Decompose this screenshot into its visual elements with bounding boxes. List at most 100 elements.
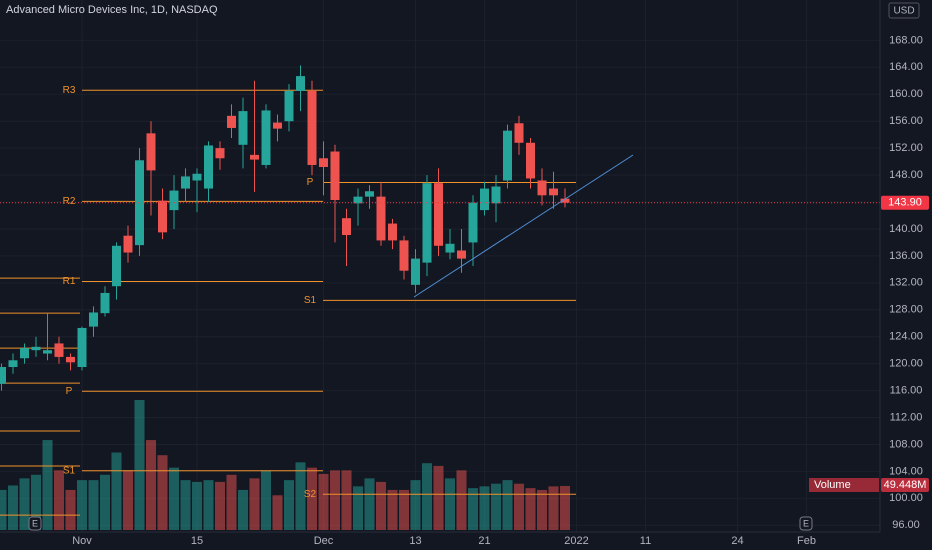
y-tick-label: 136.00 — [889, 250, 923, 262]
volume-bar — [560, 485, 570, 530]
volume-bar — [468, 488, 478, 530]
x-tick-label: 13 — [409, 535, 421, 547]
candle-body — [135, 160, 144, 246]
candle-body — [66, 356, 75, 363]
volume-bar — [537, 489, 547, 530]
candle-body — [353, 196, 363, 204]
volume-bar — [215, 481, 225, 530]
candle-body — [307, 90, 317, 165]
volume-bar — [238, 489, 248, 530]
axes: 96.00 100.00 104.00 108.00 112.00 116.00 120.0… — [28, 34, 929, 547]
y-tick-label: 124.00 — [889, 331, 923, 343]
volume-bar — [502, 480, 513, 530]
volume-bar — [54, 470, 64, 530]
candle-body — [445, 243, 455, 253]
volume-bar — [491, 483, 501, 530]
volume-bar — [42, 440, 53, 530]
candle-body — [54, 343, 64, 357]
volume-bar — [456, 470, 467, 530]
trend-line — [413, 154, 634, 298]
currency[interactable]: USD — [893, 6, 914, 17]
volume-value-label: 49.448M — [884, 479, 927, 491]
volume-bar — [134, 400, 145, 530]
x-tick-label: Feb — [797, 535, 816, 547]
event-label: E — [32, 518, 38, 528]
candle-body — [204, 145, 213, 189]
candle-body — [503, 130, 512, 181]
y-tick-label: 96.00 — [892, 519, 920, 531]
price-axis — [880, 0, 932, 550]
candle-body — [227, 115, 236, 128]
candle-body — [330, 151, 340, 201]
volume-bar — [8, 485, 18, 530]
volume-bar — [249, 478, 260, 530]
candle-body — [181, 176, 190, 189]
volume-bar — [295, 462, 306, 530]
candle-body — [537, 180, 547, 196]
candle-body — [112, 245, 121, 287]
candle-body — [284, 90, 294, 122]
y-tick-label: 164.00 — [889, 61, 923, 73]
volume-bar — [180, 480, 191, 530]
candle-body — [434, 183, 443, 246]
last-price-label: 143.90 — [888, 197, 922, 209]
pivot-label: P — [66, 386, 73, 397]
x-tick-label: 15 — [191, 535, 203, 547]
candle-body — [365, 191, 374, 197]
volume-bar — [169, 467, 179, 530]
candle-body — [0, 367, 6, 384]
candle-body — [215, 148, 225, 159]
candle-body — [457, 250, 466, 259]
y-tick-label: 128.00 — [889, 304, 923, 316]
volume-bar — [548, 486, 559, 530]
pivot-label: S1 — [304, 295, 317, 306]
plot-area: R3 R2 R1 P S1 P S1 S2 — [0, 65, 880, 530]
y-tick-label: 156.00 — [889, 115, 923, 127]
y-tick-label: 132.00 — [889, 277, 923, 289]
event-marker — [28, 516, 42, 531]
candle-body — [342, 218, 351, 236]
candle-body — [238, 111, 248, 145]
candle-body — [273, 122, 282, 129]
volume-bar — [318, 473, 329, 530]
y-tick-label: 104.00 — [889, 465, 923, 477]
candle-body — [376, 196, 386, 241]
candle-body — [169, 190, 179, 211]
volume-bar — [88, 480, 99, 530]
volume-bar — [77, 480, 87, 530]
event-label: E — [803, 518, 809, 528]
volume-bar — [111, 452, 122, 530]
y-tick-label: 116.00 — [890, 384, 923, 396]
volume-bar — [31, 474, 41, 530]
pivot-label: S1 — [63, 465, 76, 476]
candle-body — [146, 133, 156, 171]
candle-body — [549, 188, 558, 196]
candle-body — [100, 292, 110, 314]
candle-body — [192, 173, 202, 181]
volume-bar — [364, 478, 375, 530]
volume-bar — [525, 488, 536, 530]
volume-bar — [146, 440, 156, 530]
volume-bar — [203, 480, 214, 530]
candle-body — [514, 123, 524, 143]
candle-body — [261, 110, 271, 165]
candle-body — [319, 158, 328, 168]
currency-box[interactable] — [888, 2, 920, 19]
x-tick-label: 2022 — [564, 535, 588, 547]
y-tick-label: 168.00 — [889, 34, 923, 46]
volume-bar — [226, 474, 237, 530]
pivot-label: R1 — [63, 276, 76, 287]
candle-body — [43, 350, 52, 354]
candle-body — [422, 183, 432, 263]
last-price-box — [881, 195, 929, 210]
time-axis — [0, 532, 880, 550]
volume-bar — [192, 481, 202, 530]
volume-bar — [330, 470, 340, 530]
volume-bar — [410, 480, 421, 530]
candle-body — [491, 186, 501, 204]
volume-name-box — [809, 478, 879, 492]
candle-body — [20, 348, 29, 359]
x-tick-label: 24 — [731, 535, 743, 547]
candle-body — [296, 76, 305, 91]
